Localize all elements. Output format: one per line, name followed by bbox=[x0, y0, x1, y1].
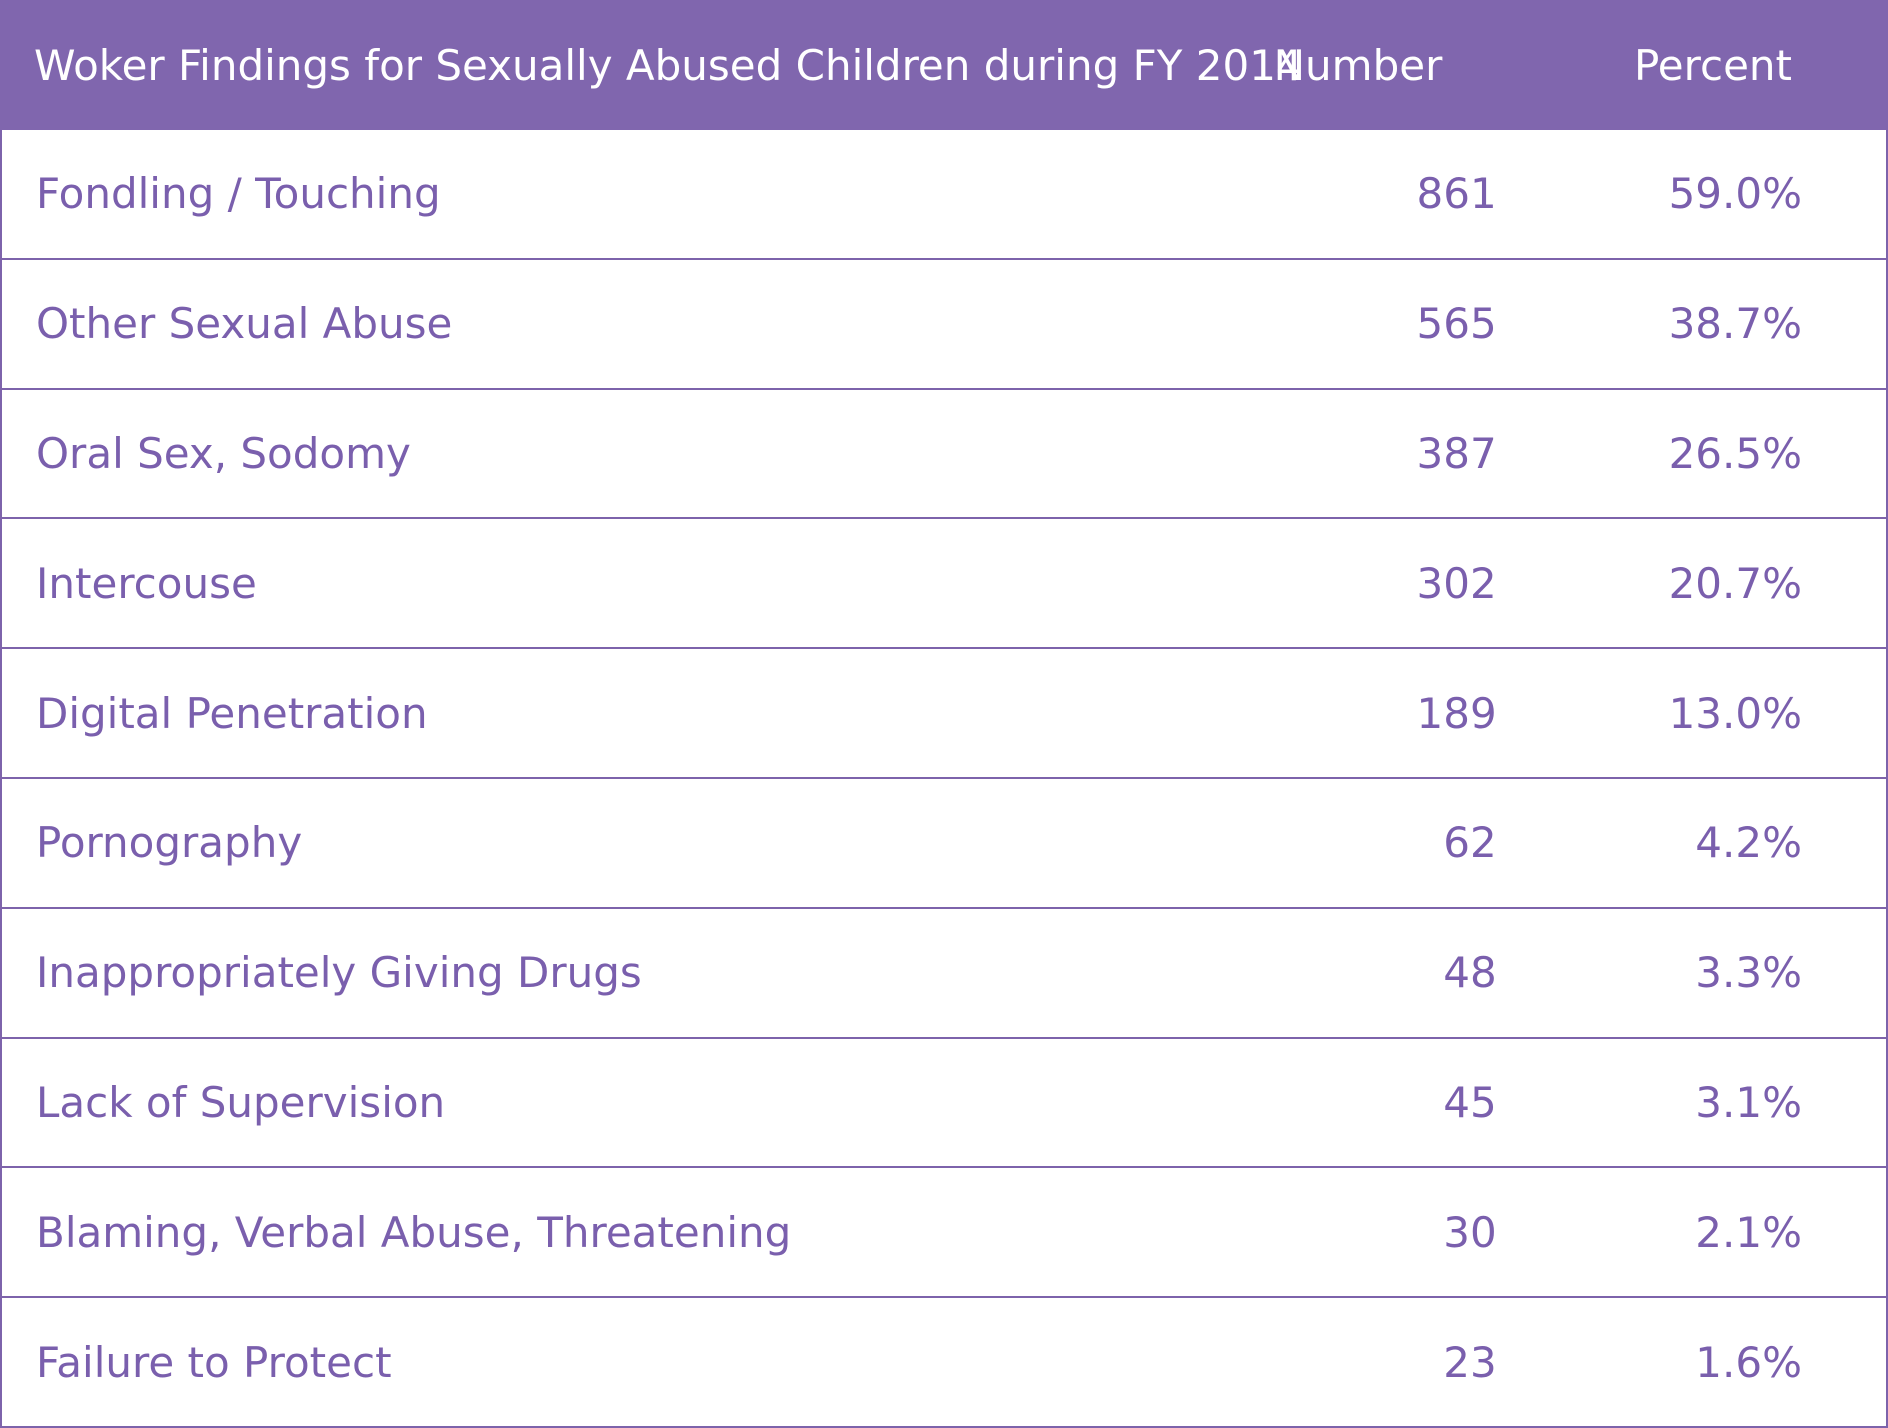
header-percent: Percent bbox=[1633, 40, 1793, 90]
row-percent: 1.6% bbox=[1695, 1337, 1802, 1387]
row-number: 189 bbox=[1416, 688, 1497, 738]
row-number: 387 bbox=[1416, 428, 1497, 478]
table-row: Other Sexual Abuse 565 38.7% bbox=[0, 259, 1888, 390]
row-percent: 4.2% bbox=[1695, 818, 1802, 868]
row-label: Intercouse bbox=[36, 558, 257, 608]
row-label: Oral Sex, Sodomy bbox=[36, 428, 411, 478]
row-percent: 13.0% bbox=[1668, 688, 1802, 738]
row-label: Other Sexual Abuse bbox=[36, 299, 453, 349]
row-number: 45 bbox=[1443, 1077, 1497, 1127]
row-number: 30 bbox=[1443, 1207, 1497, 1257]
row-label: Digital Penetration bbox=[36, 688, 428, 738]
row-percent: 3.3% bbox=[1695, 948, 1802, 998]
row-percent: 2.1% bbox=[1695, 1207, 1802, 1257]
table-header: Woker Findings for Sexually Abused Child… bbox=[0, 0, 1888, 130]
table-body: Fondling / Touching 861 59.0% Other Sexual … bbox=[0, 130, 1888, 1428]
row-number: 62 bbox=[1443, 818, 1497, 868]
row-percent: 3.1% bbox=[1695, 1077, 1802, 1127]
row-label: Inappropriately Giving Drugs bbox=[36, 948, 642, 998]
table-row: Oral Sex, Sodomy 387 26.5% bbox=[0, 389, 1888, 520]
table-row: Lack of Supervision 45 3.1% bbox=[0, 1038, 1888, 1169]
row-label: Blaming, Verbal Abuse, Threatening bbox=[36, 1207, 792, 1257]
row-number: 861 bbox=[1416, 169, 1497, 219]
table-row: Digital Penetration 189 13.0% bbox=[0, 649, 1888, 779]
row-percent: 59.0% bbox=[1668, 169, 1802, 219]
row-percent: 20.7% bbox=[1668, 558, 1802, 608]
header-findings: Woker Findings for Sexually Abused Child… bbox=[34, 40, 1303, 90]
row-number: 565 bbox=[1416, 299, 1497, 349]
row-number: 48 bbox=[1443, 948, 1497, 998]
row-number: 23 bbox=[1443, 1337, 1497, 1387]
row-label: Lack of Supervision bbox=[36, 1077, 446, 1127]
table-row: Pornography 62 4.2% bbox=[0, 778, 1888, 909]
row-label: Failure to Protect bbox=[36, 1337, 392, 1387]
table-row: Failure to Protect 23 1.6% bbox=[0, 1298, 1888, 1428]
table-row: Intercouse 302 20.7% bbox=[0, 519, 1888, 650]
row-label: Fondling / Touching bbox=[36, 169, 441, 219]
row-percent: 38.7% bbox=[1668, 299, 1802, 349]
row-label: Pornography bbox=[36, 818, 303, 868]
table-row: Blaming, Verbal Abuse, Threatening 30 2.1% bbox=[0, 1168, 1888, 1299]
header-number: Number bbox=[1273, 40, 1443, 90]
table-row: Inappropriately Giving Drugs 48 3.3% bbox=[0, 908, 1888, 1039]
row-number: 302 bbox=[1416, 558, 1497, 608]
row-percent: 26.5% bbox=[1668, 428, 1802, 478]
table-row: Fondling / Touching 861 59.0% bbox=[0, 130, 1888, 260]
